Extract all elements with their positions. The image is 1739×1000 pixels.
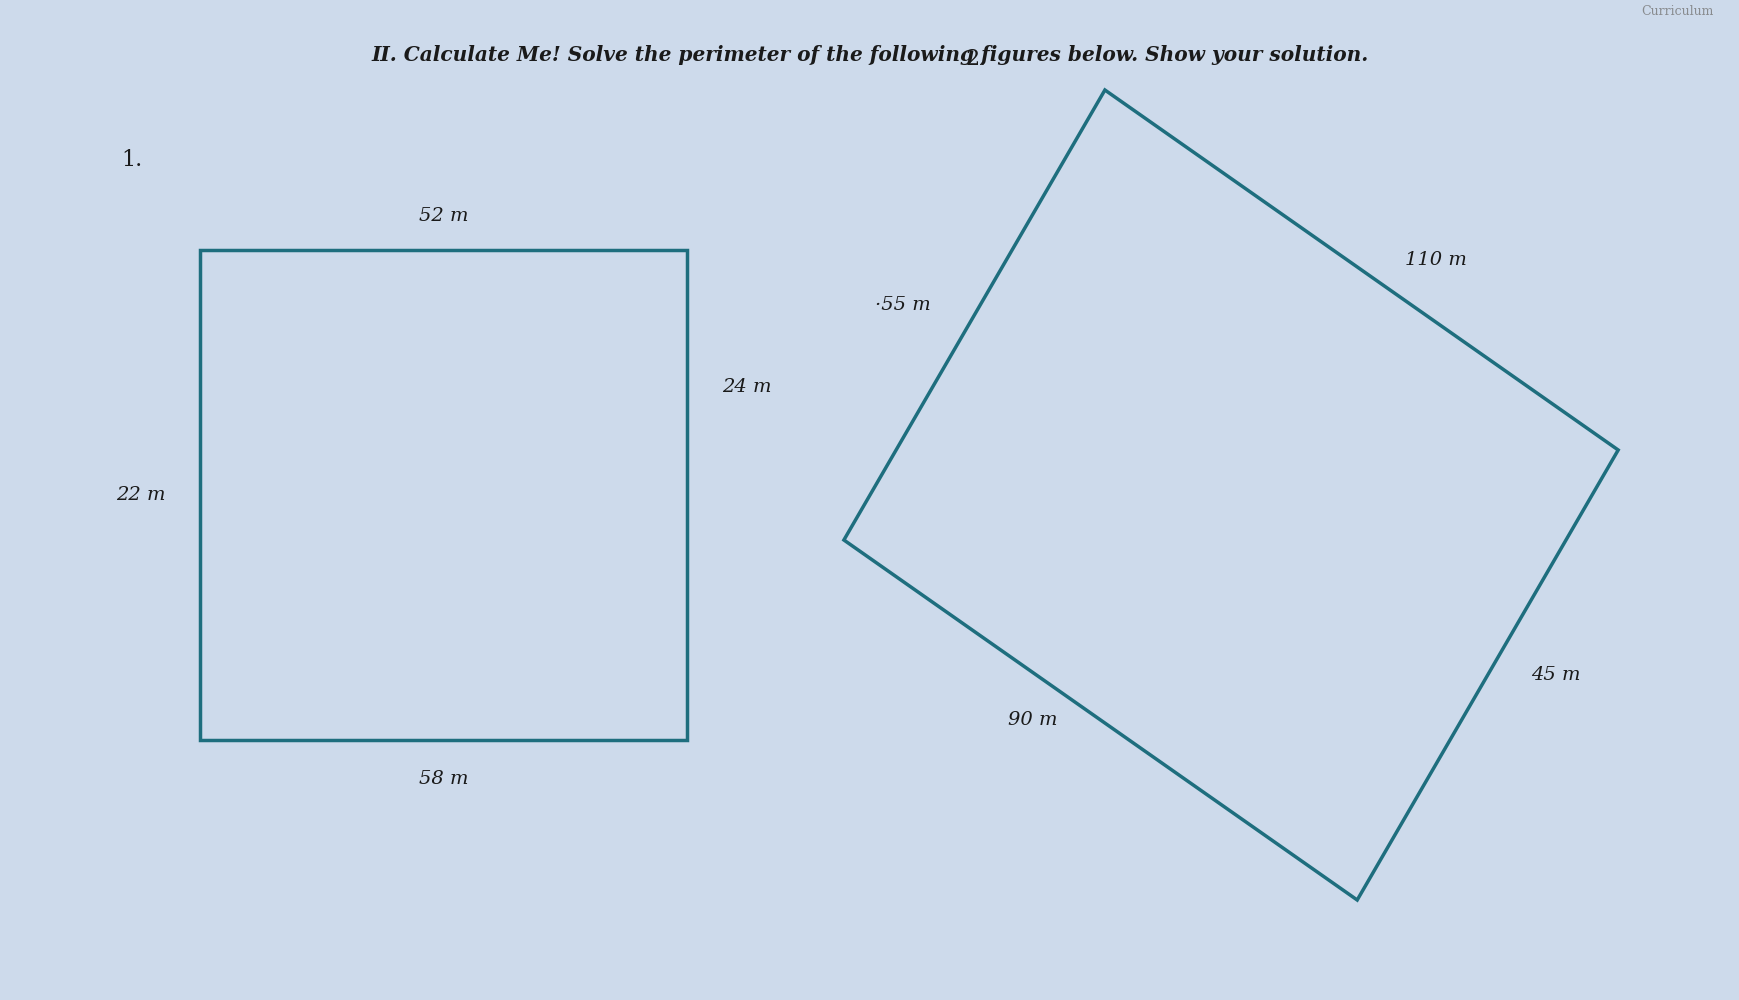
Text: II. Calculate Me! Solve the perimeter of the following figures below. Show your : II. Calculate Me! Solve the perimeter of…	[370, 45, 1369, 65]
Text: 52 m: 52 m	[419, 207, 468, 225]
Text: 24 m: 24 m	[722, 378, 770, 396]
Text: 58 m: 58 m	[419, 770, 468, 788]
Text: Curriculum: Curriculum	[1640, 5, 1713, 18]
Text: 2.: 2.	[965, 48, 986, 70]
Text: 22 m: 22 m	[117, 486, 165, 504]
Text: 110 m: 110 m	[1405, 251, 1466, 269]
Text: 1.: 1.	[122, 149, 143, 171]
Text: ·55 m: ·55 m	[875, 296, 930, 314]
Text: 45 m: 45 m	[1530, 666, 1579, 684]
Text: 90 m: 90 m	[1007, 711, 1057, 729]
